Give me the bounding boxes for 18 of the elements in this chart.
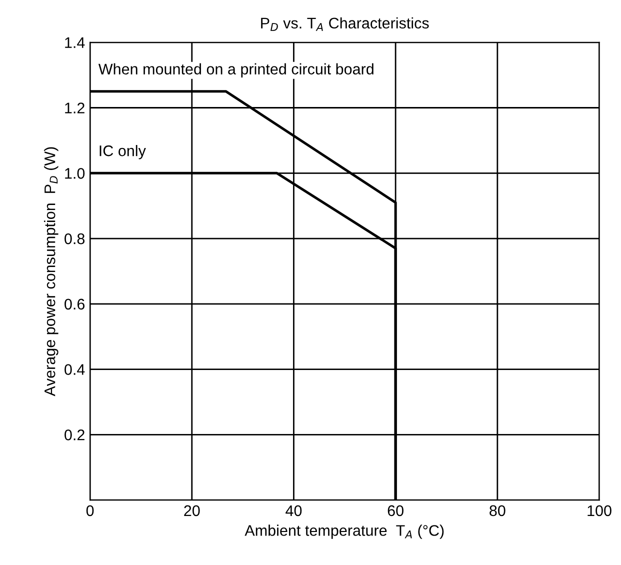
y-tick-label: 0.6	[64, 298, 85, 310]
y-tick-label: 1.4	[65, 37, 85, 48]
x-tick-label: 60	[388, 505, 404, 516]
y-tick-label: 1.0	[65, 168, 85, 179]
y-tick-label: 1.2	[65, 102, 84, 114]
y-tick-label: 0.2	[64, 430, 84, 440]
y-tick-label: 0.4	[64, 364, 85, 375]
x-tick-label: 80	[490, 505, 506, 516]
y-tick-label: 0.8	[64, 233, 85, 244]
x-tick-label: 20	[184, 505, 200, 516]
x-tick-label: 0	[86, 505, 94, 516]
chart-title: P$_{D}$ vs. T$_{A}$ Characteristics	[261, 17, 429, 31]
series-label: When mounted on a printed circuit board	[98, 63, 374, 78]
y-axis-title: Average power consumption P$_{D}$ (W)	[44, 147, 58, 396]
x-tick-label: 40	[286, 505, 302, 516]
x-tick-label: 100	[588, 505, 612, 516]
series-label: IC only	[100, 145, 146, 160]
x-axis-title: Ambient temperature T$_{A}$ (°C)	[244, 524, 444, 539]
